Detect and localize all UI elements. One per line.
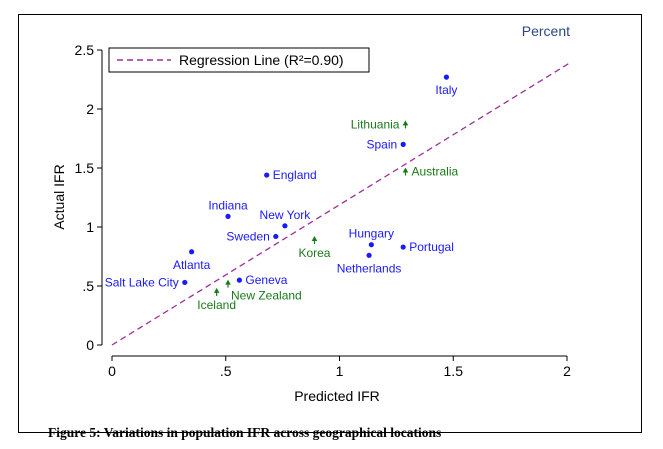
point-label: England: [273, 168, 317, 182]
point-marker: [189, 249, 195, 255]
x-tick-label: 1.5: [444, 363, 464, 379]
scatter-chart: 0 .5 1 1.5 2 0 .5 1 1.5 2 2.5 Italy Spain England Ind…: [51, 23, 590, 404]
point-label: Hungary: [349, 227, 394, 241]
point-marker: [182, 279, 188, 286]
point-marker: [402, 167, 409, 173]
point-marker: [264, 172, 270, 178]
point-label: New Zealand: [231, 289, 302, 303]
point-marker: [225, 213, 231, 219]
point-label: Atlanta: [173, 258, 211, 272]
point-marker: [236, 277, 242, 283]
point-marker: [366, 252, 372, 258]
point-marker: [225, 279, 231, 285]
point-label: Lithuania: [351, 117, 400, 131]
point-marker: [282, 223, 288, 229]
point-label: Geneva: [245, 273, 287, 287]
point-marker: [443, 74, 450, 80]
y-tick-label: 1.5: [75, 160, 95, 176]
point-label: Korea: [298, 246, 330, 260]
y-tick-label: 1: [86, 219, 94, 235]
point-label: Spain: [366, 137, 397, 151]
point-marker: [311, 235, 318, 241]
point-marker: [400, 141, 406, 147]
axes: 0 .5 1 1.5 2 0 .5 1 1.5 2 2.5: [75, 42, 572, 379]
point-label: Salt Lake City: [105, 275, 179, 289]
point-marker: [273, 233, 279, 240]
point-label: Sweden: [226, 229, 269, 243]
x-tick-label: 2: [563, 363, 571, 379]
figure-caption: Figure 5: Variations in population IFR a…: [48, 425, 442, 440]
point-label: Iceland: [197, 298, 236, 312]
x-tick-label: 0: [108, 363, 116, 379]
point-label: Indiana: [208, 198, 248, 212]
y-tick-label: 2.5: [75, 42, 95, 58]
x-axis-label: Predicted IFR: [294, 388, 380, 404]
x-tick-label: .5: [220, 363, 232, 379]
point-label: New York: [260, 208, 312, 222]
legend: Regression Line (R²=0.90): [108, 47, 370, 73]
point-marker: [368, 242, 374, 248]
point-marker: [402, 120, 409, 126]
y-tick-label: 0: [86, 337, 94, 353]
data-points: Italy Spain England Indiana New York Sweden At…: [105, 74, 458, 312]
point-marker: [400, 244, 406, 250]
point-label: Portugal: [409, 240, 454, 254]
y-tick-label: 2: [86, 101, 94, 117]
y-tick-label: .5: [82, 278, 94, 294]
legend-label: Regression Line (R²=0.90): [179, 52, 344, 68]
figure-frame: 0 .5 1 1.5 2 0 .5 1 1.5 2 2.5 Italy Spain England Ind…: [18, 14, 642, 440]
plot-area: [96, 38, 590, 356]
point-label: Italy: [435, 83, 457, 97]
y-axis-label: Actual IFR: [51, 164, 67, 229]
point-label: Netherlands: [337, 261, 402, 275]
corner-note: Percent: [522, 23, 570, 39]
x-tick-label: 1: [336, 363, 344, 379]
point-label: Australia: [411, 165, 458, 179]
point-marker: [213, 287, 220, 293]
